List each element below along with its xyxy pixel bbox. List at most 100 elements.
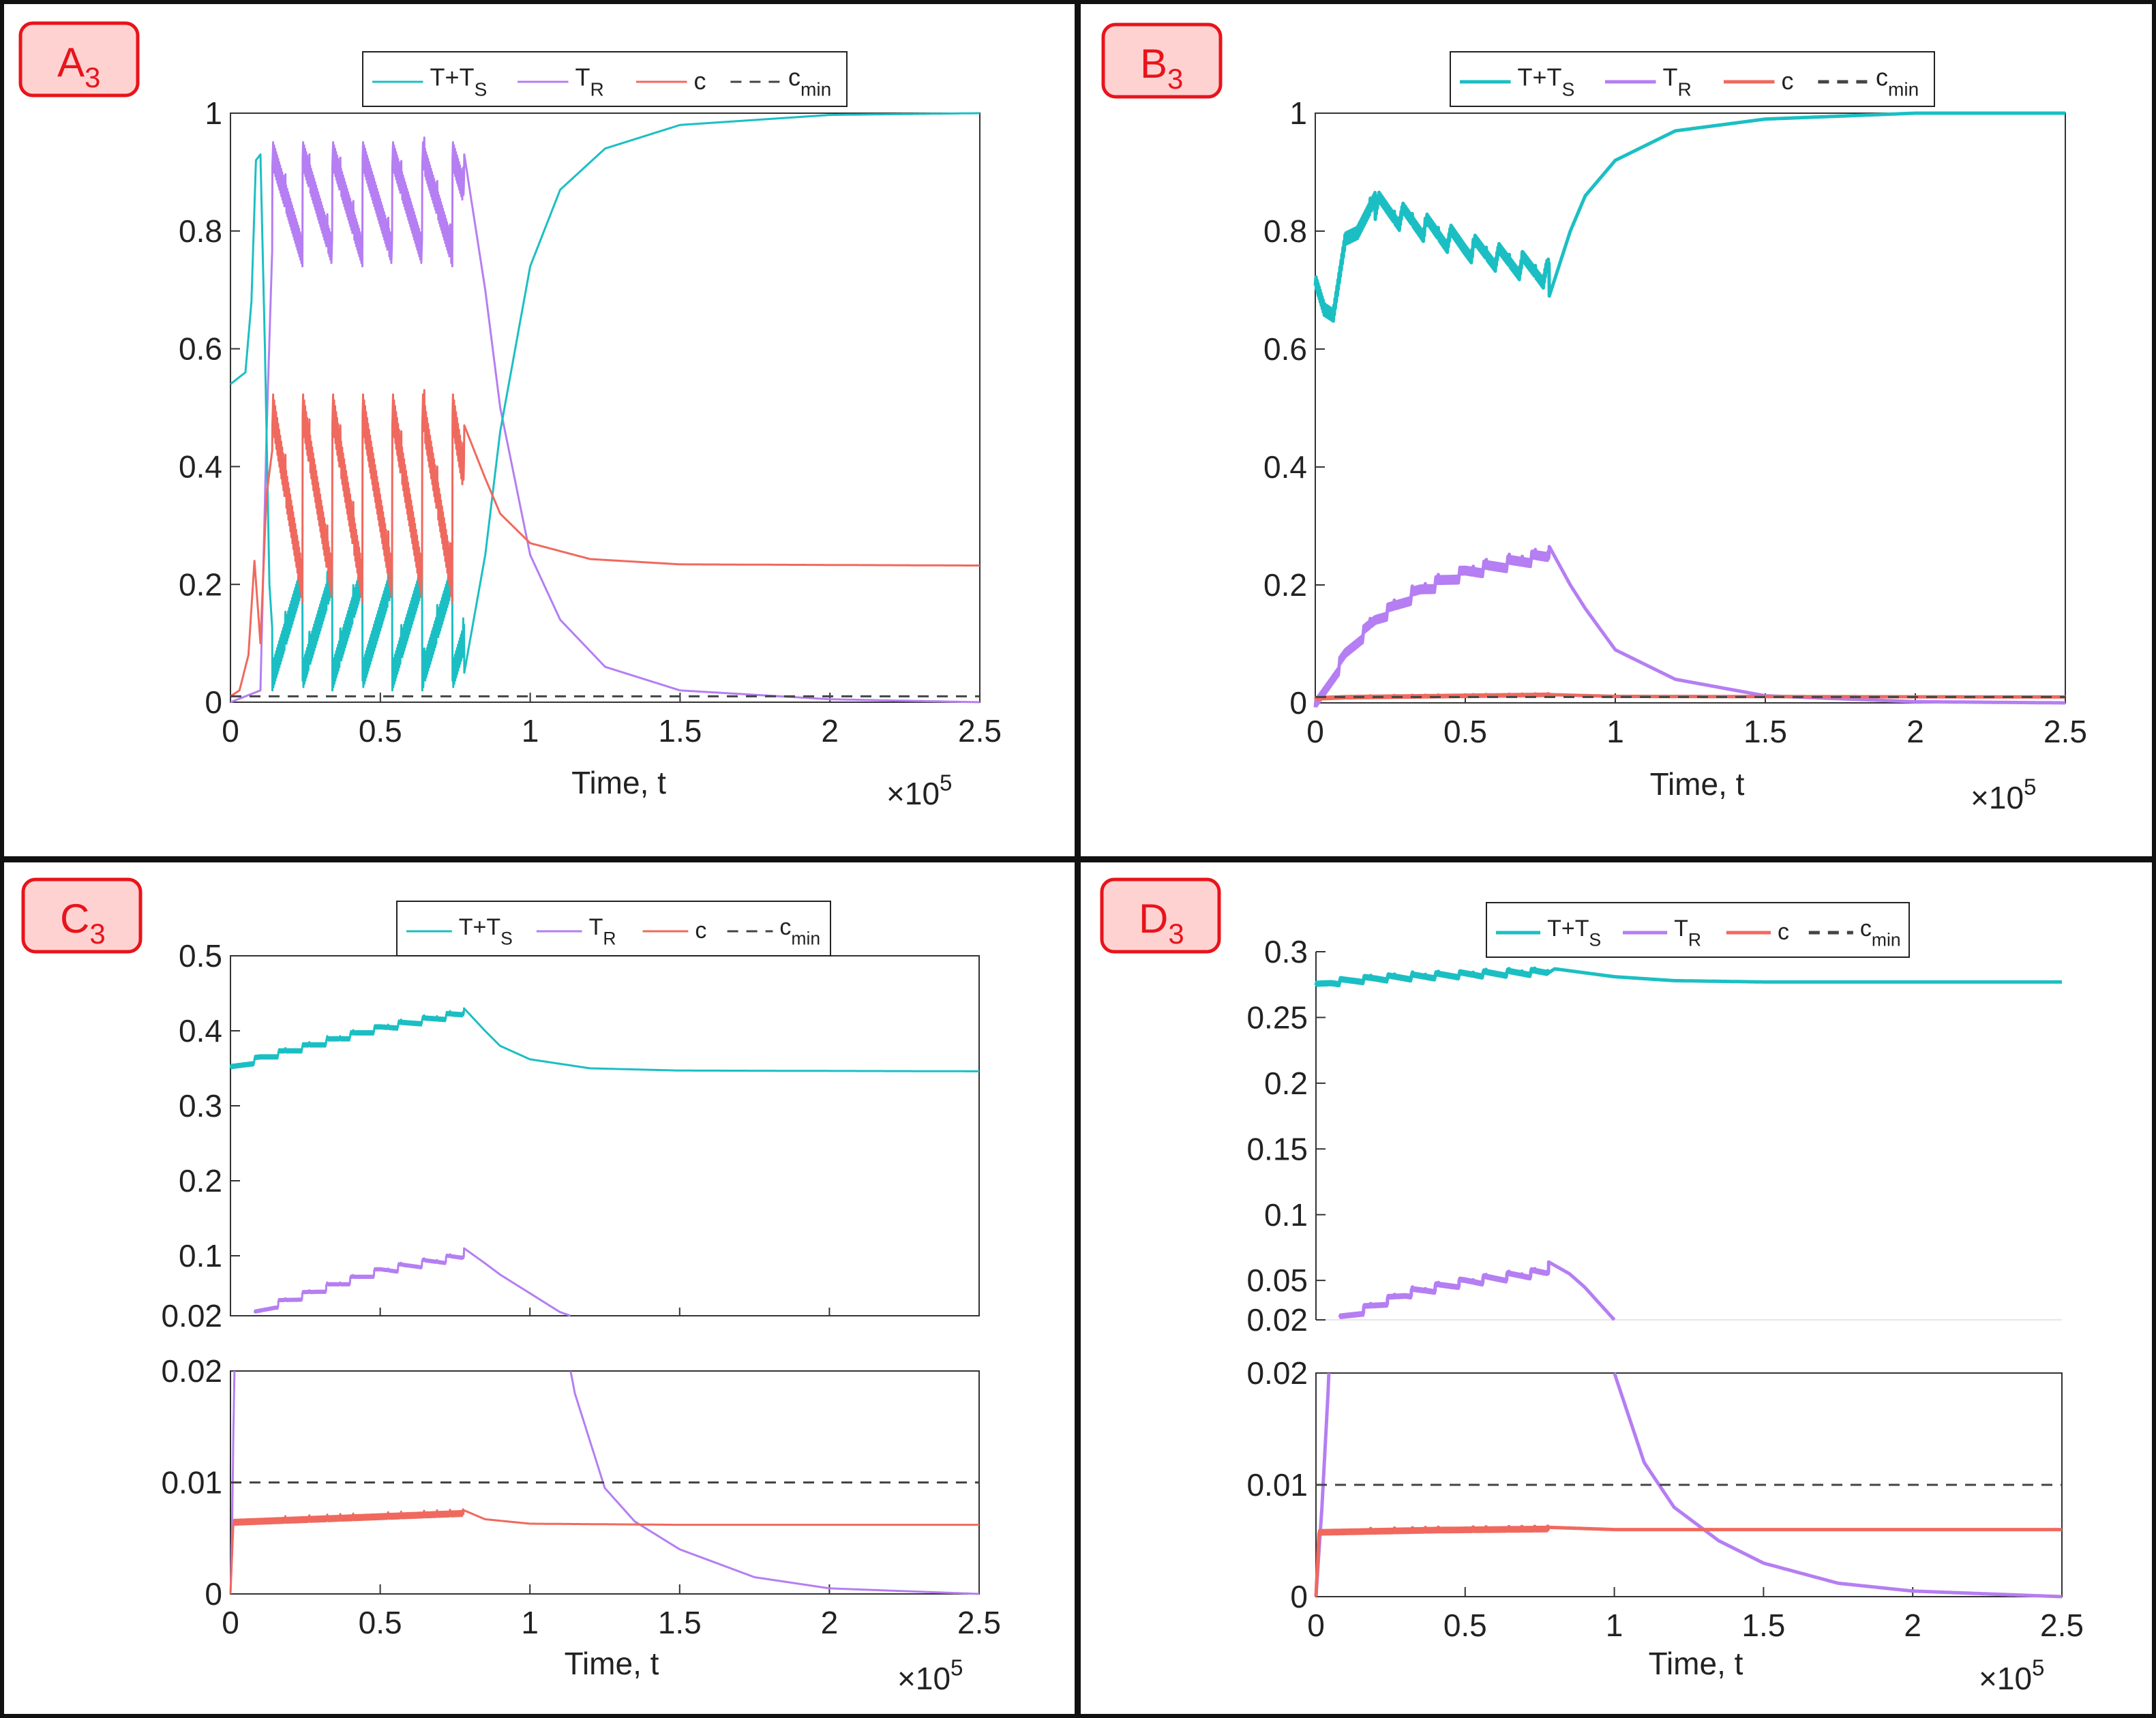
y-tick-label: 0.3 [179,1088,222,1124]
x-tick-label: 1 [1606,1608,1623,1643]
x-multiplier-sup: 5 [2024,774,2036,800]
panel-badge [21,877,143,954]
x-multiplier: ×105 [897,1655,963,1696]
x-tick-label: 2.5 [957,1605,1001,1640]
y-tick-label: 0.1 [179,1238,222,1274]
y-tick-label: 0.4 [179,449,222,485]
x-multiplier-main: ×10 [897,1661,950,1696]
series-tts-line [1314,966,2064,988]
y-tick-label: 0.02 [161,1353,222,1389]
x-tick-label: 1.5 [1741,1608,1785,1643]
y-tick-label: 0.6 [1263,331,1307,367]
panel-badge [18,21,140,97]
legend-box [1486,902,1910,958]
legend-label-sub: R [1678,79,1692,100]
x-multiplier: ×105 [886,770,952,811]
x-multiplier-sup: 5 [2032,1655,2044,1681]
y-tick-label: 0 [205,1576,222,1612]
legend-label: c [694,67,706,95]
panel-badge-letter: D [1139,896,1168,941]
series-tr-line [253,1247,571,1317]
panel-badge-letter: C [60,896,89,941]
x-multiplier: ×105 [1971,774,2036,815]
legend-label-sub: min [791,928,820,948]
x-tick-label: 2 [1906,714,1924,749]
legend-label: TR [1674,916,1701,950]
legend-label: cmin [1876,63,1919,100]
legend-label: T+TS [459,914,513,948]
panel-badge-sub: 3 [1168,918,1184,950]
legend-label: T+TS [1547,916,1601,950]
panel-badge-label: A3 [57,40,100,93]
panel-badge-label: D3 [1139,896,1184,950]
legend-label-sub: R [603,928,616,948]
legend-label-main: c [1876,63,1888,91]
legend-label-sub: R [1688,929,1701,950]
y-tick-label: 0.4 [179,1013,222,1049]
y-tick-label: 0.3 [1264,934,1308,969]
legend-label-main: T [589,914,603,940]
x-tick-label: 2.5 [958,713,1002,749]
legend-label-sub: S [1589,929,1602,950]
legend-label-sub: min [1888,79,1919,100]
panel-b3: 0 0.5 1 1.5 2 2.5 0 0.2 0.4 0.6 0.8 1 Time, t ×105 T+T… [1101,22,2087,815]
legend-label-main: T+T [459,914,500,940]
y-tick-label: 0.2 [179,567,222,602]
x-tick-label: 0 [222,713,239,749]
frame-a3 [0,0,1079,860]
plot-box [1315,112,2066,704]
y-tick-label: 0.4 [1263,449,1307,485]
x-tick-label: 2 [821,1605,839,1640]
x-multiplier: ×105 [1979,1655,2044,1696]
series-tts-line [229,1007,980,1072]
legend-label-main: T [1663,63,1678,91]
y-tick-label: 0.2 [1263,567,1307,603]
y-tick-label: 0 [205,684,222,720]
y-tick-label: 0.1 [1264,1197,1308,1233]
y-tick-label: 0.6 [179,331,222,367]
legend-label-sub: S [475,79,488,100]
x-multiplier-sup: 5 [950,1655,963,1681]
x-tick-label: 0.5 [1443,1608,1487,1643]
x-tick-label: 2.5 [2040,1608,2084,1643]
legend-label: TR [1663,63,1692,100]
x-tick-label: 2 [821,713,839,749]
legend-label-sub: R [590,79,604,100]
legend-label: c [1778,919,1789,945]
x-tick-label: 0 [222,1605,239,1640]
series-tr-line [229,136,981,704]
y-tick-label: 0 [1290,1579,1308,1614]
upper-plot-box [230,955,980,1316]
legend-label: T+TS [430,63,488,100]
y-tick-label: 0.5 [179,938,222,974]
legend-box [1450,51,1935,107]
legend-label: T+TS [1518,63,1575,100]
legend-box [362,51,848,107]
x-tick-label: 1 [521,1605,539,1640]
y-tick-label: 0.25 [1246,1000,1308,1036]
legend-label: cmin [788,63,831,100]
y-tick-label: 0.05 [1246,1263,1308,1298]
y-tick-label: 0.01 [161,1465,222,1501]
legend-label-main: T [575,63,590,91]
legend-box [396,901,831,956]
frame-c3 [0,858,1079,1718]
y-tick-label: 0.8 [179,213,222,249]
legend-label-main: c [788,63,800,91]
legend-label: TR [589,914,616,948]
legend-label: cmin [779,914,820,948]
series-c-line [1314,1524,2064,1597]
y-tick-label: 0.02 [1246,1355,1308,1391]
x-tick-label: 1.5 [1743,714,1787,749]
panel-badge-sub: 3 [1167,63,1183,95]
x-axis-title: Time, t [1650,766,1745,802]
panel-c3: 0 0.5 1 1.5 2 2.5 0.02 0.1 0.2 0.3 0.4 0.5 0 0.01 0.02… [21,877,1001,1696]
x-tick-label: 1.5 [658,713,702,749]
legend-label-sub: min [1872,929,1901,950]
y-tick-label: 0 [1289,685,1307,721]
x-tick-label: 1 [1606,714,1624,749]
series-tts-line [1313,111,2067,323]
x-multiplier-main: ×10 [1971,780,2024,815]
panel-badge-letter: A [57,40,85,85]
